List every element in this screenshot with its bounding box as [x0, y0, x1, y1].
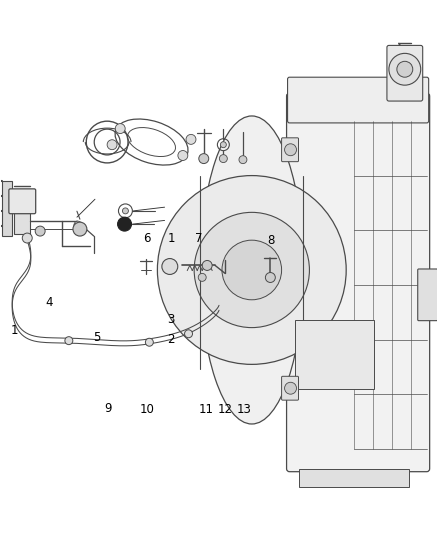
Circle shape	[115, 124, 125, 134]
Circle shape	[219, 155, 227, 163]
Circle shape	[166, 263, 174, 270]
Circle shape	[22, 233, 32, 243]
Circle shape	[74, 221, 82, 229]
Bar	[14, 212, 30, 234]
Bar	[300, 469, 409, 487]
Circle shape	[220, 142, 226, 148]
Circle shape	[194, 212, 309, 328]
Text: 8: 8	[268, 233, 275, 247]
Text: 1: 1	[11, 324, 18, 336]
Circle shape	[285, 144, 297, 156]
FancyBboxPatch shape	[387, 45, 423, 101]
Circle shape	[265, 272, 276, 282]
Circle shape	[198, 273, 206, 281]
Circle shape	[178, 150, 188, 160]
Circle shape	[285, 382, 297, 394]
Circle shape	[73, 222, 87, 236]
Text: 3: 3	[167, 313, 175, 326]
FancyBboxPatch shape	[286, 93, 430, 472]
Circle shape	[145, 338, 153, 346]
Bar	[294, 320, 374, 389]
Text: 5: 5	[93, 332, 101, 344]
Circle shape	[186, 134, 196, 144]
Circle shape	[162, 259, 178, 274]
Circle shape	[222, 240, 282, 300]
Text: 6: 6	[143, 232, 151, 246]
Circle shape	[35, 226, 45, 236]
Circle shape	[117, 217, 131, 231]
FancyBboxPatch shape	[418, 269, 438, 321]
Circle shape	[107, 140, 117, 150]
Ellipse shape	[200, 116, 304, 424]
FancyBboxPatch shape	[288, 77, 429, 123]
Text: 1: 1	[167, 232, 175, 246]
Text: 10: 10	[140, 403, 155, 416]
FancyBboxPatch shape	[282, 376, 298, 400]
Text: 12: 12	[218, 403, 233, 416]
Bar	[2, 181, 12, 236]
Text: 2: 2	[167, 333, 175, 346]
Circle shape	[397, 61, 413, 77]
Text: 11: 11	[198, 403, 213, 416]
Circle shape	[239, 156, 247, 164]
Text: 13: 13	[237, 403, 252, 416]
Circle shape	[65, 337, 73, 345]
Circle shape	[202, 261, 212, 270]
Circle shape	[157, 175, 346, 365]
Circle shape	[123, 208, 128, 214]
Circle shape	[184, 330, 193, 338]
Circle shape	[389, 53, 421, 85]
Text: 7: 7	[195, 232, 202, 246]
Text: 9: 9	[104, 402, 112, 415]
Circle shape	[199, 154, 209, 164]
FancyBboxPatch shape	[9, 189, 35, 214]
Text: 4: 4	[46, 296, 53, 309]
FancyBboxPatch shape	[282, 138, 298, 161]
